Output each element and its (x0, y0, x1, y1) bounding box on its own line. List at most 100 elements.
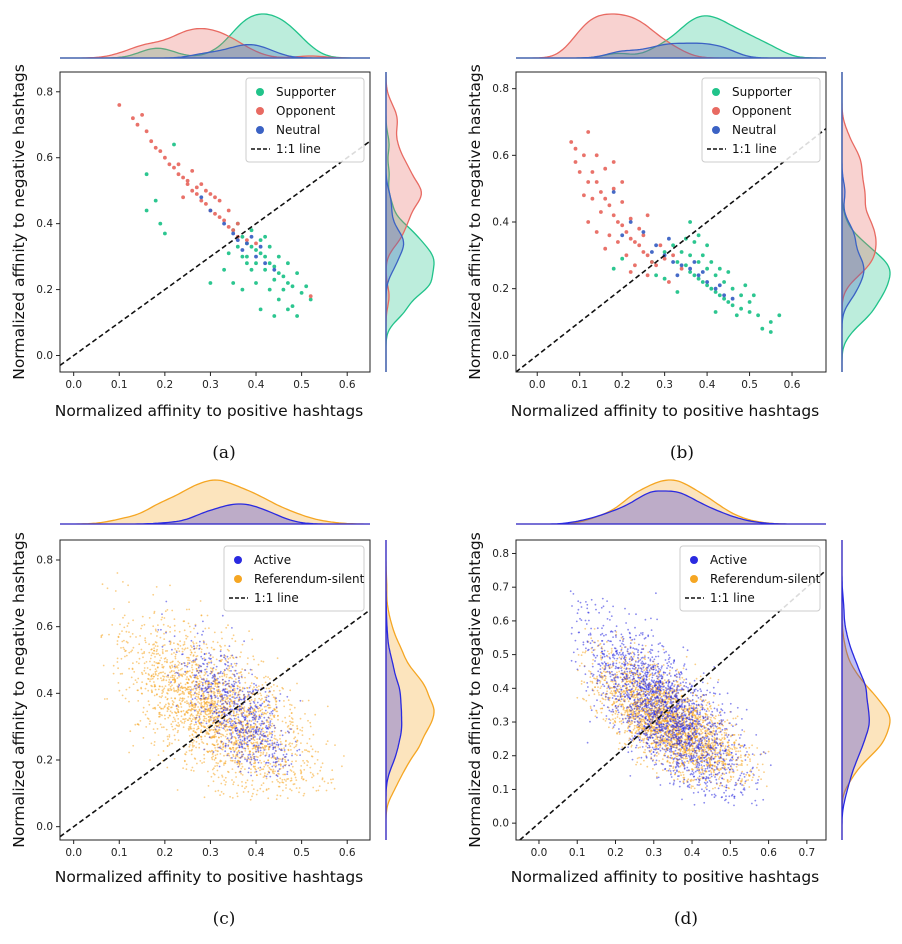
point-referendum-silent-2130 (212, 717, 215, 720)
point-active-359 (284, 764, 287, 767)
point-referendum-silent-1674 (106, 587, 109, 590)
point-active-55 (253, 757, 256, 760)
point-referendum-silent-1801 (156, 728, 159, 730)
point-referendum-silent-1584 (271, 739, 273, 742)
point-active-534 (241, 743, 243, 746)
point-active-192 (267, 761, 270, 764)
point-referendum-silent-1991 (279, 777, 282, 780)
point-referendum-silent-172 (232, 691, 235, 694)
point-active-289 (245, 726, 248, 729)
point-active-337 (206, 665, 209, 668)
point-active-95 (194, 692, 196, 695)
point-referendum-silent-662 (170, 723, 173, 726)
point-active-454 (231, 654, 234, 657)
scatter-points (117, 103, 313, 318)
point-neutral-5 (263, 261, 267, 266)
point-active-447 (256, 759, 259, 761)
point-referendum-silent-1675 (178, 630, 181, 633)
point-active-504 (236, 672, 238, 675)
point-active-613 (241, 729, 244, 732)
point-active-284 (194, 697, 197, 700)
point-referendum-silent-1435 (117, 682, 120, 684)
point-active-687 (255, 715, 258, 718)
point-referendum-silent-528 (717, 678, 720, 681)
point-supporter-11 (726, 300, 731, 304)
point-referendum-silent-1945 (214, 705, 217, 707)
point-referendum-silent-2019 (220, 693, 223, 695)
point-active-647 (226, 695, 228, 697)
point-active-471 (269, 712, 271, 715)
point-referendum-silent-1515 (247, 714, 250, 717)
point-referendum-silent-736 (182, 699, 184, 701)
point-referendum-silent-2112 (293, 737, 295, 740)
point-referendum-silent-1062 (576, 696, 579, 699)
point-referendum-silent-1152 (206, 704, 209, 707)
point-referendum-silent-988 (134, 679, 137, 681)
point-active-520 (223, 654, 226, 656)
point-referendum-silent-690 (214, 790, 217, 793)
point-referendum-silent-781 (130, 650, 133, 653)
point-referendum-silent-1380 (183, 759, 186, 762)
point-referendum-silent-2266 (121, 630, 123, 632)
point-referendum-silent-383 (103, 698, 106, 700)
point-active-642 (225, 683, 228, 686)
point-referendum-silent-1749 (209, 710, 211, 713)
point-referendum-silent-2250 (187, 692, 190, 695)
legend-label-supporter: Supporter (276, 85, 336, 99)
point-referendum-silent-1584 (643, 712, 646, 715)
point-supporter-48 (304, 284, 309, 289)
point-active-382 (288, 731, 290, 734)
point-active-404 (221, 711, 223, 713)
point-referendum-silent-609 (267, 759, 269, 762)
point-referendum-silent-804 (615, 631, 618, 633)
point-referendum-silent-2065 (179, 689, 182, 692)
point-active-88 (161, 645, 164, 648)
point-active-32 (237, 721, 240, 724)
point-referendum-silent-1718 (240, 674, 243, 676)
point-active-163 (201, 710, 203, 713)
point-referendum-silent-450 (170, 653, 173, 655)
point-active-633 (250, 706, 253, 708)
point-referendum-silent-2085 (264, 763, 267, 766)
point-active-399 (233, 717, 236, 720)
point-referendum-silent-1968 (209, 667, 212, 669)
point-referendum-silent-1524 (290, 717, 293, 719)
point-referendum-silent-633 (254, 761, 257, 764)
point-referendum-silent-1851 (195, 647, 198, 650)
point-referendum-silent-1489 (610, 680, 612, 683)
point-active-679 (235, 732, 238, 735)
point-active-483 (199, 669, 201, 672)
point-referendum-silent-453 (203, 796, 206, 799)
point-referendum-silent-1022 (188, 705, 191, 708)
point-referendum-silent-2172 (175, 724, 178, 726)
point-referendum-silent-936 (247, 657, 249, 659)
point-supporter-19 (281, 287, 286, 292)
point-referendum-silent-2216 (228, 725, 231, 728)
point-opponent-29 (226, 208, 231, 213)
legend-label-neutral: Neutral (276, 123, 320, 137)
point-referendum-silent-648 (195, 741, 198, 743)
point-opponent-35 (254, 241, 258, 246)
point-referendum-silent-1132 (276, 779, 278, 781)
point-supporter-13 (739, 306, 743, 311)
point-neutral-12 (650, 250, 654, 254)
point-referendum-silent-946 (200, 731, 202, 734)
point-active-571 (247, 693, 250, 696)
point-referendum-silent-1063 (704, 740, 706, 742)
point-supporter-26 (747, 300, 752, 304)
point-referendum-silent-723 (232, 743, 235, 746)
point-referendum-silent-1886 (254, 768, 257, 771)
point-active-480 (214, 728, 217, 731)
point-referendum-silent-1246 (264, 772, 266, 774)
point-referendum-silent-2055 (261, 708, 264, 711)
point-supporter-44 (240, 287, 245, 292)
point-active-317 (223, 656, 225, 659)
point-referendum-silent-1882 (193, 745, 196, 747)
point-referendum-silent-471 (170, 706, 172, 709)
point-active-678 (286, 730, 289, 733)
point-referendum-silent-935 (121, 640, 124, 643)
point-referendum-silent-190 (147, 689, 150, 692)
point-active-617 (253, 702, 256, 704)
point-active-538 (232, 685, 235, 688)
point-active-451 (236, 729, 239, 731)
